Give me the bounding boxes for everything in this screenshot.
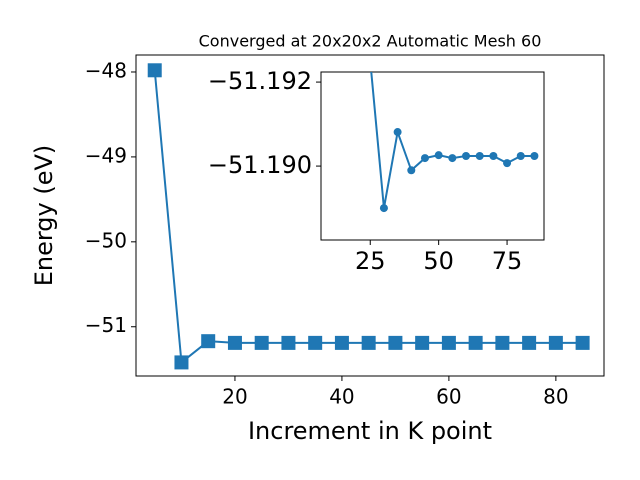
marker	[495, 335, 510, 350]
y-tick-label: −49	[85, 143, 127, 167]
marker	[147, 63, 162, 78]
marker	[254, 335, 269, 350]
chart-title: Converged at 20x20x2 Automatic Mesh 60	[199, 32, 542, 51]
marker	[503, 159, 512, 168]
y-tick-label: −50	[85, 228, 127, 252]
marker	[334, 335, 349, 350]
marker	[415, 335, 430, 350]
x-tick-label: 60	[436, 385, 461, 409]
marker	[361, 335, 376, 350]
x-tick-label: 20	[222, 385, 247, 409]
x-tick-label: 80	[543, 385, 568, 409]
marker	[281, 335, 296, 350]
marker	[548, 335, 563, 350]
marker	[468, 335, 483, 350]
marker	[379, 204, 388, 213]
x-tick-label: 50	[423, 247, 454, 275]
marker	[530, 152, 539, 160]
marker	[308, 335, 323, 350]
x-tick-label: 40	[329, 385, 354, 409]
marker	[407, 166, 416, 175]
y-tick-label: −51.190	[208, 151, 312, 179]
marker	[174, 355, 189, 370]
y-axis-label: Energy (eV)	[30, 145, 58, 287]
marker	[516, 152, 525, 160]
marker	[475, 152, 484, 160]
marker	[434, 151, 443, 160]
marker	[489, 152, 498, 160]
marker	[393, 128, 402, 137]
plot-area	[370, 72, 539, 213]
marker	[462, 152, 471, 160]
x-axis-label: Increment in K point	[248, 417, 492, 445]
y-tick-label: −51.192	[208, 67, 312, 95]
x-tick-label: 75	[492, 247, 523, 275]
marker	[227, 335, 242, 350]
y-tick-label: −48	[85, 58, 127, 82]
marker	[420, 154, 429, 163]
marker	[201, 334, 216, 349]
marker	[522, 335, 537, 350]
marker	[448, 154, 457, 163]
marker	[575, 335, 590, 350]
marker	[441, 335, 456, 350]
marker	[388, 335, 403, 350]
y-tick-label: −51	[85, 313, 127, 337]
x-tick-label: 25	[355, 247, 386, 275]
plot-area	[147, 63, 590, 370]
